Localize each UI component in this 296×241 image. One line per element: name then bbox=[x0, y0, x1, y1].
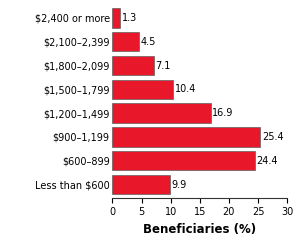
Bar bbox=[112, 151, 255, 170]
Bar bbox=[112, 175, 170, 194]
Text: 25.4: 25.4 bbox=[262, 132, 284, 142]
Bar bbox=[112, 56, 154, 75]
Text: 1.3: 1.3 bbox=[121, 13, 137, 23]
Bar bbox=[112, 32, 139, 52]
Text: 9.9: 9.9 bbox=[172, 180, 187, 189]
X-axis label: Beneficiaries (%): Beneficiaries (%) bbox=[143, 223, 256, 236]
Bar bbox=[112, 8, 120, 28]
Text: 24.4: 24.4 bbox=[256, 156, 277, 166]
Bar bbox=[112, 127, 260, 147]
Bar bbox=[112, 80, 173, 99]
Text: 10.4: 10.4 bbox=[174, 84, 196, 94]
Text: 4.5: 4.5 bbox=[140, 37, 155, 47]
Text: 7.1: 7.1 bbox=[155, 60, 170, 71]
Bar bbox=[112, 103, 211, 123]
Text: 16.9: 16.9 bbox=[212, 108, 234, 118]
